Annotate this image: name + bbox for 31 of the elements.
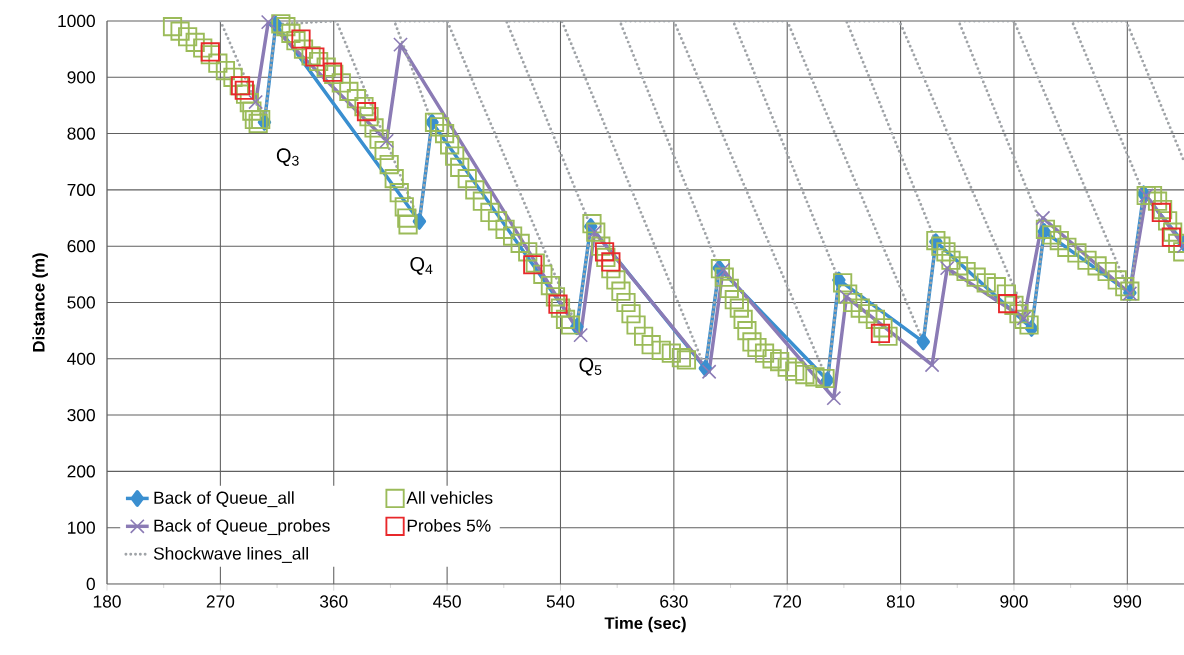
x-tick-label: 720 [773, 595, 801, 608]
x-tick-label: 900 [1000, 595, 1028, 608]
x-tick-label: 990 [1113, 595, 1142, 608]
x-tick-label: 360 [319, 595, 348, 608]
y-tick-label: 400 [67, 352, 95, 365]
y-axis-title: Distance (m) [32, 253, 48, 352]
legend-label: Shockwave lines_all [153, 546, 308, 563]
legend-label: All vehicles [406, 491, 493, 504]
y-tick-label: 600 [67, 240, 95, 253]
x-tick-label: 540 [546, 595, 575, 608]
annotation: Q$_{5}$ [579, 357, 602, 376]
y-tick-label: 700 [67, 183, 95, 197]
legend-label: Probes 5% [407, 519, 491, 532]
y-tick-label: 200 [67, 465, 95, 478]
annotation: Q$_{4}$ [410, 257, 433, 275]
x-tick-label: 810 [886, 595, 915, 608]
x-tick-label: 450 [433, 595, 461, 608]
legend-label: Back of Queue_all [154, 491, 294, 508]
y-tick-label: 900 [67, 71, 95, 84]
x-tick-label: 630 [660, 595, 688, 608]
y-tick-label: 1000 [58, 14, 95, 28]
legend-label: Back of Queue_probes [154, 519, 330, 536]
y-tick-label: 100 [68, 521, 95, 534]
y-tick-label: 500 [67, 296, 95, 309]
x-tick-label: 180 [93, 595, 121, 608]
y-tick-label: 800 [67, 127, 95, 140]
y-tick-label: 300 [67, 408, 95, 422]
x-axis-title: Time (sec) [604, 616, 686, 633]
annotation: Q$_{3}$ [276, 148, 299, 167]
y-tick-label: 0 [86, 577, 95, 591]
x-tick-label: 270 [206, 595, 235, 608]
